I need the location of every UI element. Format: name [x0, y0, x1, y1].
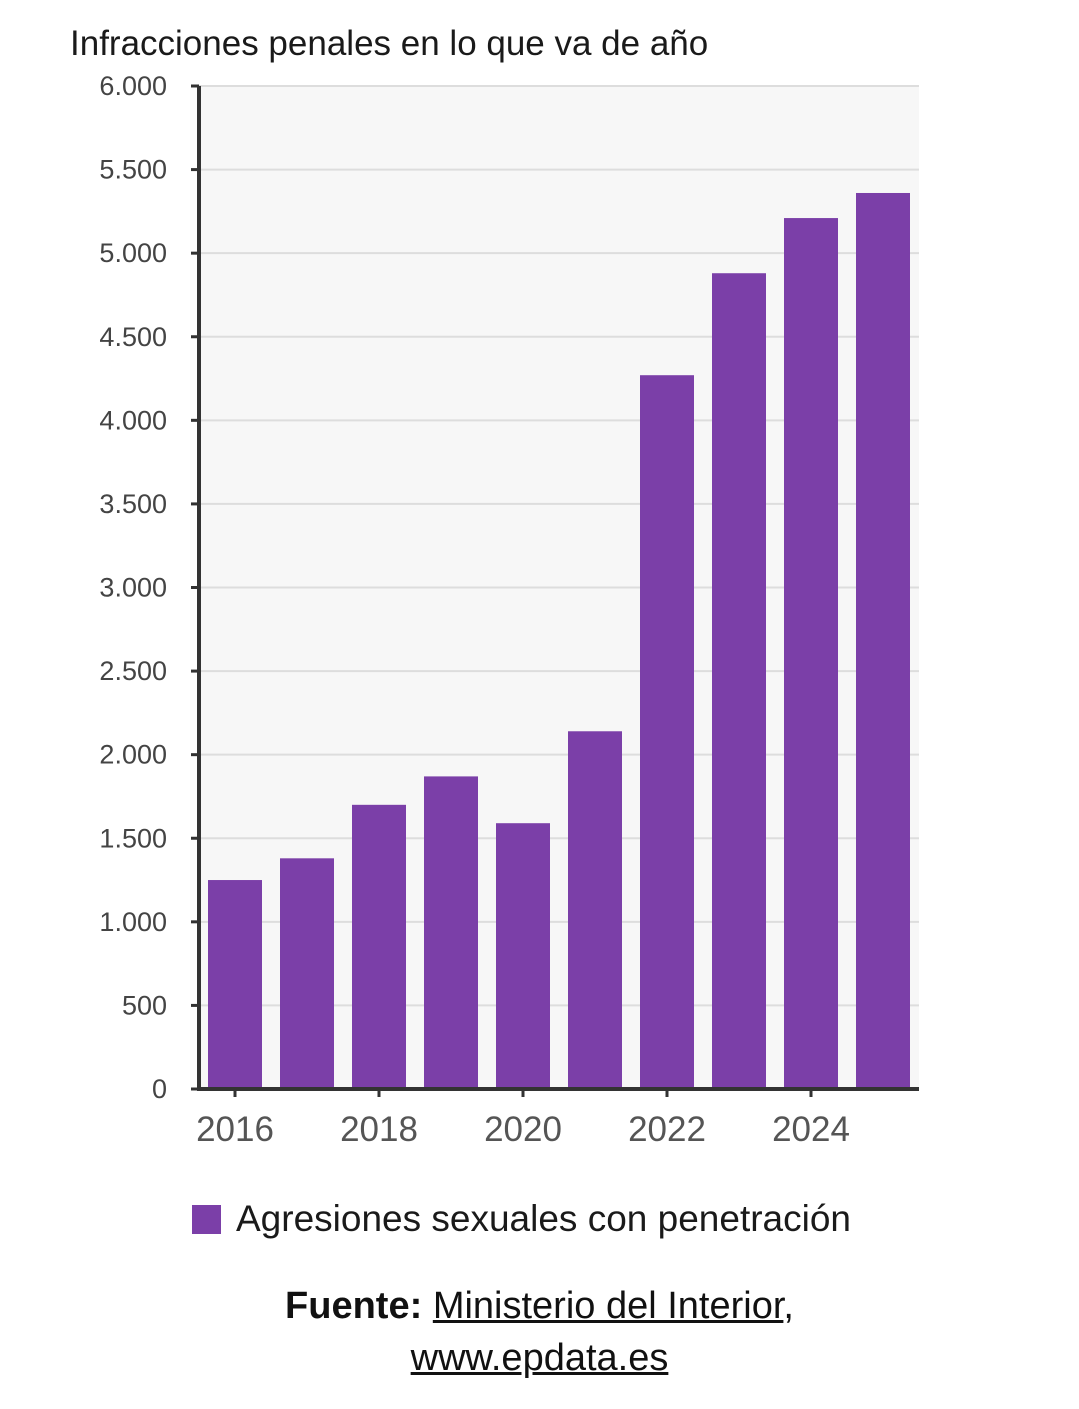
y-tick-label: 1.500 [99, 823, 167, 853]
y-tick-label: 4.500 [99, 322, 167, 352]
y-tick-label: 5.000 [99, 238, 167, 268]
x-tick-label: 2016 [196, 1110, 274, 1149]
source-link-ministerio[interactable]: Ministerio del Interior [432, 1285, 784, 1327]
source-prefix: Fuente: [285, 1285, 423, 1327]
source-separator: , [783, 1285, 794, 1327]
bar-2017 [280, 858, 334, 1089]
bar-2021 [568, 731, 622, 1089]
y-tick-label: 2.500 [99, 656, 167, 686]
x-tick-label: 2024 [772, 1110, 850, 1149]
x-tick-label: 2022 [628, 1110, 706, 1149]
bar-2024 [784, 218, 838, 1090]
bar-2020 [496, 823, 550, 1089]
source-link-epdata[interactable]: www.epdata.es [410, 1337, 669, 1379]
bar-2025 [856, 192, 910, 1089]
source-credit: Fuente: Ministerio del Interior, www.epd… [0, 1280, 1079, 1384]
legend: Agresiones sexuales con penetración [192, 1198, 851, 1240]
y-tick-label: 5.500 [99, 155, 167, 185]
legend-label: Agresiones sexuales con penetración [236, 1198, 851, 1239]
y-tick-label: 0 [152, 1074, 167, 1104]
y-tick-label: 500 [122, 990, 167, 1020]
y-tick-label: 3.000 [99, 573, 167, 603]
bar-2018 [352, 804, 406, 1089]
y-tick-label: 2.000 [99, 740, 167, 770]
bar-2022 [640, 375, 694, 1089]
legend-swatch [192, 1204, 221, 1234]
bar-2023 [712, 273, 766, 1089]
x-tick-label: 2020 [484, 1110, 562, 1149]
bar-chart: 0 500 1.000 1.500 2.000 2.500 3.000 3.500 4.000 4… [99, 71, 919, 1149]
y-tick-label: 6.000 [99, 71, 167, 101]
chart-title: Infracciones penales en lo que va de año [70, 24, 709, 63]
y-tick-label: 1.000 [99, 907, 167, 937]
x-tick-label: 2018 [340, 1110, 418, 1149]
bar-2019 [424, 776, 478, 1089]
bar-2016 [208, 880, 262, 1089]
y-tick-label: 3.500 [99, 489, 167, 519]
y-tick-label: 4.000 [99, 405, 167, 435]
